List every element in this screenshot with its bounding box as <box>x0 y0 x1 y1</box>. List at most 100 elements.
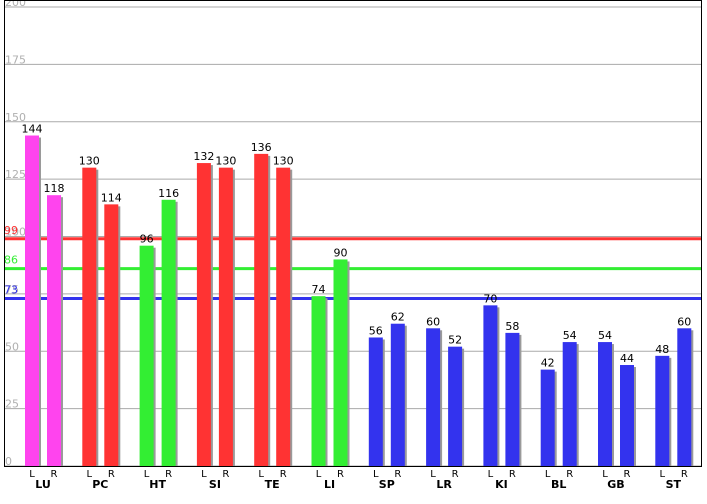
side-label: L <box>144 469 150 480</box>
bar-value-label: 42 <box>541 357 555 370</box>
bar <box>562 342 577 466</box>
bar <box>505 332 520 466</box>
bar-value-label: 44 <box>620 352 634 365</box>
bar <box>196 163 211 466</box>
bar-value-label: 114 <box>101 191 122 204</box>
bar-value-label: 62 <box>391 311 405 324</box>
side-label: R <box>108 469 115 480</box>
bar-value-label: 118 <box>44 182 65 195</box>
bar-value-label: 96 <box>140 233 154 246</box>
bar <box>655 355 670 466</box>
bar <box>254 153 269 466</box>
bar <box>483 305 498 466</box>
bar <box>598 342 612 466</box>
bar <box>311 296 326 466</box>
side-label: R <box>337 469 344 480</box>
side-label: R <box>681 469 688 480</box>
y-tick-label: 150 <box>5 111 26 124</box>
bar-value-label: 136 <box>251 141 272 154</box>
side-label: R <box>165 469 172 480</box>
y-tick-label: 175 <box>5 53 26 66</box>
y-tick-label: 25 <box>5 398 19 411</box>
bar <box>104 204 119 466</box>
side-label: L <box>201 469 207 480</box>
side-label: L <box>545 469 551 480</box>
bar <box>47 195 61 466</box>
bar-value-label: 144 <box>22 123 43 136</box>
bar-value-label: 60 <box>426 315 440 328</box>
bar-value-label: 116 <box>158 187 179 200</box>
bar-value-label: 60 <box>677 315 691 328</box>
bar-value-label: 58 <box>505 320 519 333</box>
side-label: L <box>660 469 666 480</box>
category-label: GB <box>607 478 624 491</box>
bar <box>390 323 405 466</box>
side-label: R <box>51 469 58 480</box>
category-label: ST <box>666 478 682 491</box>
side-label: L <box>430 469 436 480</box>
bar <box>161 199 176 466</box>
category-label: HT <box>149 478 166 491</box>
side-label: R <box>280 469 287 480</box>
bar-value-label: 74 <box>312 283 326 296</box>
category-label: TE <box>265 478 280 491</box>
side-label: R <box>624 469 631 480</box>
category-label: LI <box>324 478 335 491</box>
reference-line-label: 86 <box>4 254 18 267</box>
side-label: R <box>222 469 229 480</box>
bar <box>218 167 233 466</box>
category-label: SI <box>209 478 221 491</box>
category-label: PC <box>92 478 108 491</box>
y-tick-label: 125 <box>5 168 26 181</box>
bar <box>276 167 291 466</box>
labels: 144L118RLU130L114RPC96L116RHT132L130RSI1… <box>22 123 692 491</box>
category-label: LU <box>35 478 51 491</box>
y-tick-label: 100 <box>5 226 26 239</box>
bar-value-label: 70 <box>483 292 497 305</box>
side-label: L <box>258 469 264 480</box>
bar-value-label: 132 <box>193 150 214 163</box>
bars <box>25 135 694 466</box>
bar <box>677 328 692 466</box>
side-label: R <box>566 469 573 480</box>
plot-border <box>4 0 702 467</box>
side-label: R <box>509 469 516 480</box>
y-tick-label: 0 <box>5 455 12 468</box>
category-label: SP <box>379 478 395 491</box>
side-label: L <box>488 469 494 480</box>
bar <box>540 369 555 466</box>
bar-value-label: 54 <box>598 329 612 342</box>
bar-value-label: 54 <box>563 329 577 342</box>
side-label: R <box>394 469 401 480</box>
side-label: L <box>602 469 608 480</box>
bar-value-label: 56 <box>369 324 383 337</box>
bar <box>448 346 463 466</box>
bar <box>426 328 441 466</box>
bar <box>333 259 348 466</box>
bar <box>82 167 97 466</box>
bar <box>368 337 383 466</box>
y-tick-label: 50 <box>5 340 19 353</box>
category-label: KI <box>495 478 508 491</box>
reference-line-label: 73 <box>4 283 18 296</box>
bar-value-label: 90 <box>334 246 348 259</box>
bar-value-label: 48 <box>655 343 669 356</box>
reference-line-label: 99 <box>4 224 18 237</box>
bar-value-label: 130 <box>79 155 100 168</box>
bar-value-label: 130 <box>273 155 294 168</box>
bar-value-label: 52 <box>448 334 462 347</box>
side-label: L <box>316 469 322 480</box>
bar <box>620 365 634 466</box>
y-tick-label: 200 <box>5 0 26 9</box>
y-tick-label: 75 <box>5 283 19 296</box>
reference-lines: 99 86 73 <box>4 224 701 300</box>
category-label: BL <box>551 478 566 491</box>
side-label: L <box>29 469 35 480</box>
bar-value-label: 130 <box>215 155 236 168</box>
side-label: L <box>87 469 93 480</box>
side-label: L <box>373 469 379 480</box>
bar <box>25 135 39 466</box>
grid-layer: 0 25 50 75 100 125 150 175 200 <box>5 0 701 468</box>
